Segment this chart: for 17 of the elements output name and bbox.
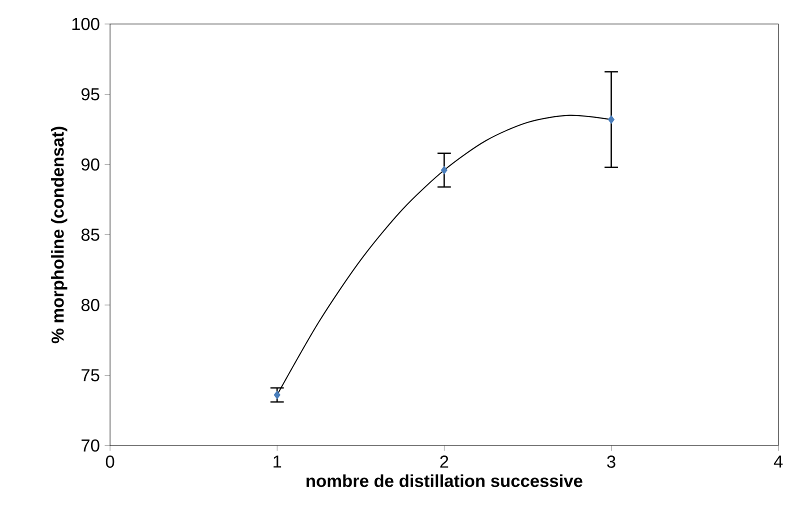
x-tick-label: 3 [607,456,616,468]
y-tick-label: 85 [81,228,100,242]
x-tick-label: 4 [774,456,783,468]
point [440,166,448,175]
y-tick-label: 95 [82,88,100,101]
y-tick-label: 80 [81,299,100,312]
x-tick-label: 1 [274,456,282,468]
y-tick-label: 90 [82,158,100,171]
x-axis-title: nombre de distillation successive [306,474,582,488]
y-axis-title: % morpholine (condensat) [51,126,68,344]
x-tick-label: 0 [106,456,114,468]
y-tick-label: 70 [82,440,100,452]
point [608,115,615,124]
y-tick-label: 100 [72,18,100,30]
y-tick-label: 75 [82,369,100,382]
point [274,390,280,400]
x-tick-label: 2 [440,456,448,468]
